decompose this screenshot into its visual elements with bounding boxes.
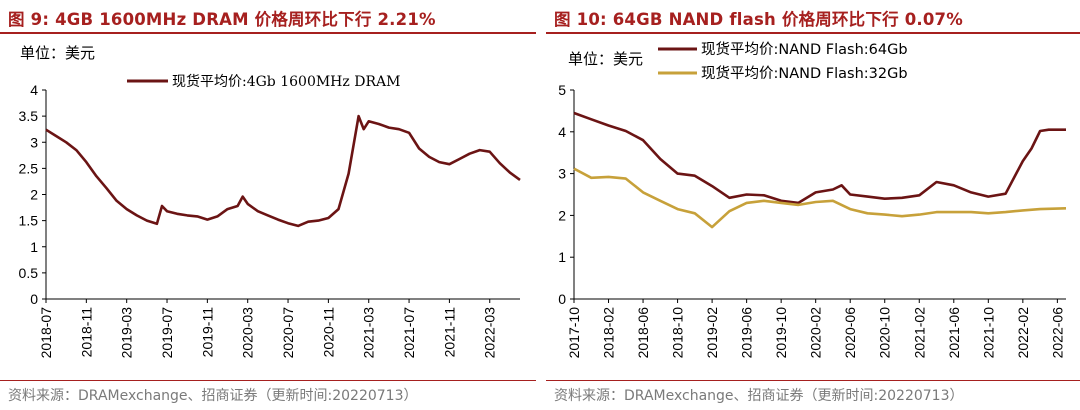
x-tick-label: 2018-07 <box>38 307 54 359</box>
legend-label: 现货平均价:4Gb 1600MHz DRAM <box>172 73 400 90</box>
y-tick-label: 0 <box>30 291 38 307</box>
legend-label: 现货平均价:NAND Flash:32Gb <box>701 65 908 82</box>
x-tick-label: 2020-11 <box>320 307 336 358</box>
unit-label: 单位：美元 <box>568 50 643 68</box>
source-divider <box>546 380 1080 381</box>
y-tick-label: 5 <box>558 82 566 98</box>
source-note: 资料来源：DRAMexchange、招商证券（更新时间:20220713） <box>8 388 418 404</box>
y-tick-label: 2.5 <box>19 160 39 176</box>
x-tick-label: 2018-10 <box>670 307 686 359</box>
source-note: 资料来源：DRAMexchange、招商证券（更新时间:20220713） <box>554 388 964 404</box>
title-divider <box>0 32 536 34</box>
y-tick-label: 4 <box>558 124 566 140</box>
x-tick-label: 2019-07 <box>159 307 175 359</box>
x-tick-label: 2017-10 <box>566 307 582 359</box>
x-tick-label: 2018-11 <box>78 307 94 358</box>
x-tick-label: 2019-11 <box>199 307 215 358</box>
y-tick-label: 1 <box>558 249 566 265</box>
y-tick-label: 3 <box>558 166 566 182</box>
x-tick-label: 2022-03 <box>482 307 498 359</box>
figure-title: 图 9: 4GB 1600MHz DRAM 价格周环比下行 2.21% <box>8 10 436 29</box>
series-line <box>573 111 1066 205</box>
x-tick-label: 2019-03 <box>119 307 135 359</box>
y-tick-label: 1 <box>30 239 38 255</box>
figure-9-panel: 图 9: 4GB 1600MHz DRAM 价格周环比下行 2.21% 0 0.5… <box>0 0 536 410</box>
x-tick-label: 2022-02 <box>1015 307 1031 359</box>
x-tick-label: 2021-02 <box>911 307 927 359</box>
source-divider <box>0 380 536 381</box>
x-tick-label: 2021-11 <box>441 307 457 358</box>
dram-price-chart: 0 0.5 1 1.5 2 2.5 3 3.5 4 2018-07 2018-11 2019-03 20… <box>19 44 521 359</box>
y-tick-label: 2 <box>558 207 566 223</box>
y-tick-label: 1.5 <box>19 213 39 229</box>
x-tick-label: 2020-02 <box>808 307 824 359</box>
y-tick-label: 3.5 <box>19 108 39 124</box>
x-tick-label: 2020-06 <box>842 307 858 359</box>
y-tick-label: 2 <box>30 187 38 203</box>
x-tick-label: 2019-02 <box>704 307 720 359</box>
unit-label: 单位：美元 <box>20 44 95 62</box>
title-divider <box>546 32 1080 34</box>
x-tick-label: 2020-03 <box>240 307 256 359</box>
nand-price-chart: 0 1 2 3 4 5 2017-10 2018-02 2018-06 2018-10 2019-0… <box>558 41 1067 359</box>
x-tick-label: 2018-02 <box>601 307 617 359</box>
x-tick-label: 2022-06 <box>1049 307 1065 359</box>
legend-label: 现货平均价:NAND Flash:64Gb <box>701 41 908 58</box>
y-tick-label: 0 <box>558 291 566 307</box>
figure-title: 图 10: 64GB NAND flash 价格周环比下行 0.07% <box>554 10 963 29</box>
x-tick-label: 2019-10 <box>773 307 789 359</box>
x-tick-label: 2019-06 <box>739 307 755 359</box>
x-tick-label: 2021-07 <box>401 307 417 359</box>
x-tick-label: 2018-06 <box>635 307 651 359</box>
series-line <box>45 114 521 228</box>
y-tick-label: 0.5 <box>19 265 39 281</box>
x-tick-label: 2021-10 <box>980 307 996 359</box>
y-tick-label: 3 <box>30 134 38 150</box>
x-tick-label: 2020-07 <box>280 307 296 359</box>
y-tick-label: 4 <box>30 82 38 98</box>
x-tick-label: 2021-06 <box>946 307 962 359</box>
x-tick-label: 2021-03 <box>361 307 377 359</box>
figure-10-panel: 图 10: 64GB NAND flash 价格周环比下行 0.07% 0 1 2 3… <box>546 0 1080 410</box>
series-line <box>573 167 1067 229</box>
x-tick-label: 2020-10 <box>877 307 893 359</box>
